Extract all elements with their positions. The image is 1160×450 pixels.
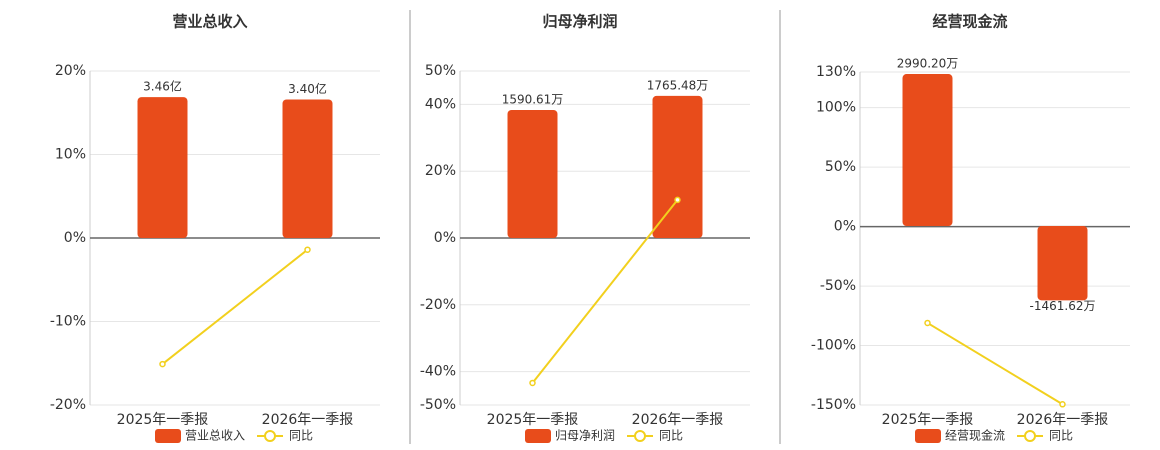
point (304, 246, 311, 253)
y-tick-label: 20% (425, 163, 456, 179)
legend-label: 同比 (659, 429, 683, 443)
y-tick-label: -20% (50, 397, 86, 413)
point (924, 319, 931, 327)
x-tick-label: 2026年一季报 (1017, 412, 1109, 428)
line (531, 199, 679, 384)
bar (137, 97, 188, 238)
y-tick-label: 50% (425, 63, 456, 79)
y-tick-label: -40% (420, 364, 456, 380)
point (529, 379, 536, 387)
y-tick-label: 40% (425, 96, 456, 112)
value-label: 3.46亿 (143, 79, 182, 94)
bar (902, 74, 953, 227)
chart-title: 营业总收入 (172, 13, 247, 31)
legend-label: 经营现金流 (945, 428, 1005, 443)
bar (652, 95, 703, 238)
value-label: 1765.48万 (647, 78, 709, 92)
legend-swatch (915, 429, 941, 443)
y-tick-label: 130% (816, 64, 856, 80)
point (674, 196, 681, 204)
y-tick-label: 10% (55, 147, 86, 163)
x-tick-label: 2026年一季报 (262, 412, 354, 428)
x-tick-label: 2025年一季报 (882, 412, 974, 428)
point (1059, 401, 1066, 408)
x-tick-label: 2025年一季报 (487, 412, 579, 428)
y-tick-label: -20% (420, 297, 456, 313)
y-tick-label: 0% (834, 219, 856, 235)
value-label: -1461.62万 (1030, 299, 1096, 313)
value-label: 2990.20万 (897, 57, 959, 71)
legend-label: 同比 (1049, 429, 1073, 443)
y-tick-label: -10% (50, 314, 86, 330)
chart-title: 归母净利润 (542, 13, 617, 31)
y-tick-label: -50% (420, 397, 456, 413)
bar (282, 99, 333, 238)
line (926, 322, 1064, 406)
legend-label: 归母净利润 (555, 429, 615, 443)
legend-marker (264, 430, 277, 442)
y-tick-label: 0% (64, 230, 86, 246)
value-label: 3.40亿 (288, 81, 327, 96)
point (159, 360, 166, 368)
y-tick-label: 0% (434, 230, 456, 246)
y-tick-label: 20% (55, 63, 86, 79)
y-tick-label: -150% (811, 397, 856, 413)
legend-swatch (155, 429, 181, 443)
chart-title: 经营现金流 (932, 13, 1007, 31)
legend-swatch (525, 429, 551, 443)
value-label: 1590.61万 (502, 92, 564, 106)
bar (507, 109, 558, 238)
y-tick-label: 50% (825, 159, 856, 175)
x-tick-label: 2026年一季报 (632, 412, 724, 428)
bar (1037, 226, 1088, 301)
legend-label: 同比 (289, 429, 313, 443)
legend-marker (634, 430, 647, 442)
legend-marker (1024, 430, 1037, 442)
x-tick-label: 2025年一季报 (117, 412, 209, 428)
y-tick-label: -100% (811, 338, 856, 354)
legend-label: 营业总收入 (185, 429, 245, 443)
y-tick-label: -50% (820, 278, 856, 294)
line (161, 248, 309, 365)
y-tick-label: 100% (816, 100, 856, 116)
